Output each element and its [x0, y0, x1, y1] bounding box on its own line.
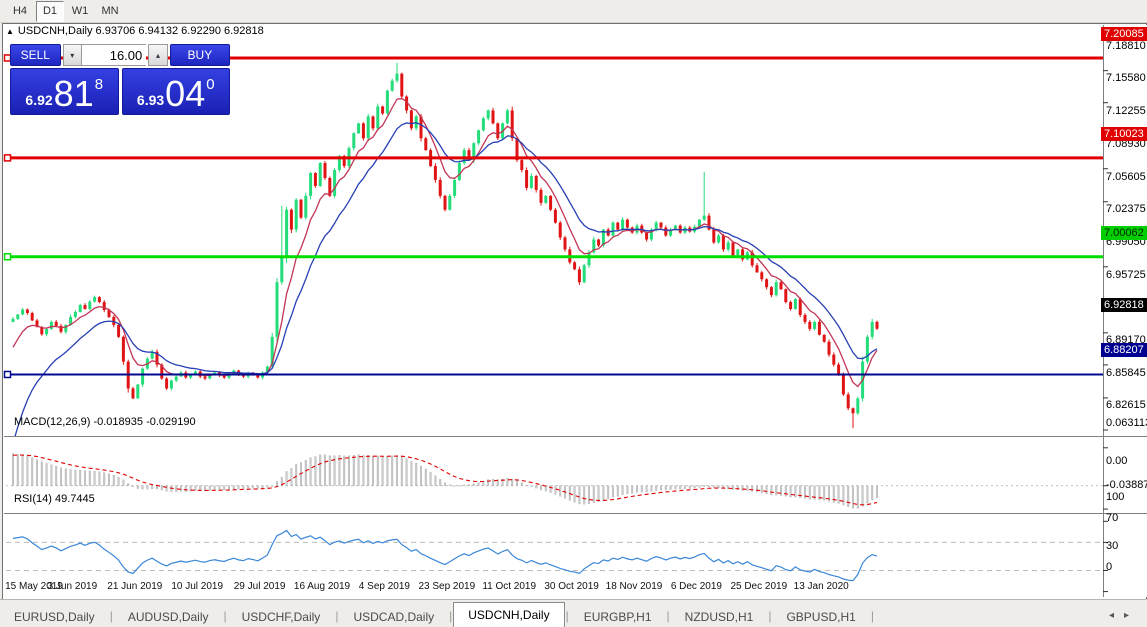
pane-borders	[4, 25, 1147, 597]
buy-price-box[interactable]: 6.93 04 0	[121, 68, 230, 115]
tab-separator: |	[768, 609, 772, 623]
price-tick: 6.85845	[1106, 367, 1146, 380]
price-badge: 7.00062	[1101, 225, 1147, 240]
tab-audusd-daily[interactable]: AUDUSD,Daily	[127, 609, 209, 624]
price-badge: 6.88207	[1101, 343, 1147, 358]
trade-panel-top-row: SELL ▾ 16.00 ▴ BUY	[10, 44, 231, 66]
tab-scroll-left-icon[interactable]: ◂	[1108, 610, 1124, 621]
date-label: 30 Oct 2019	[544, 581, 599, 592]
timeframe-button-h4[interactable]: H4	[12, 5, 28, 17]
tab-eurusd-daily[interactable]: EURUSD,Daily	[14, 609, 95, 624]
down-arrow-icon: ▾	[70, 50, 75, 60]
rsi-tick: 30	[1106, 539, 1119, 552]
chart-tabs-bar: EURUSD,Daily | AUDUSD,Daily | USDCHF,Daily | U…	[0, 599, 1147, 627]
timeframe-toolbar: H4 D1 W1 MN	[0, 0, 1147, 23]
sell-price-big: 81	[53, 73, 94, 114]
price-tick: 7.02375	[1106, 203, 1146, 216]
timeframe-button-w1[interactable]: W1	[71, 5, 89, 17]
chart-window	[2, 23, 1147, 600]
buy-price-sup: 0	[206, 76, 215, 93]
date-label: 3 Jun 2019	[47, 581, 98, 592]
moving-average-slow	[14, 122, 878, 436]
trade-panel-price-row: 6.92 81 8 6.93 04 0	[10, 68, 230, 115]
buy-button[interactable]: BUY	[169, 44, 231, 66]
rsi-tick: 100	[1106, 490, 1125, 503]
rsi-tick: 0	[1106, 561, 1113, 574]
buy-price-prefix: 6.93	[136, 92, 165, 108]
date-label: 11 Oct 2019	[482, 581, 537, 592]
line-handle	[3, 154, 12, 162]
date-label: 25 Dec 2019	[730, 581, 788, 592]
one-click-trade-panel: SELL ▾ 16.00 ▴ BUY 6.92 81 8 6.93 04 0	[10, 44, 231, 115]
volume-increase-button[interactable]: ▴	[148, 44, 168, 66]
timeframe-button-mn[interactable]: MN	[101, 5, 119, 17]
volume-decrease-button[interactable]: ▾	[62, 44, 83, 66]
rsi-tick: 70	[1106, 511, 1119, 524]
date-label: 10 Jul 2019	[171, 581, 224, 592]
price-tick: 6.95725	[1106, 269, 1146, 282]
macd-indicator-label: MACD(12,26,9) -0.018935 -0.029190	[14, 416, 196, 428]
chart-title-text: USDCNH,Daily 6.93706 6.94132 6.92290 6.9…	[17, 25, 264, 37]
tab-separator: |	[335, 609, 339, 623]
tab-separator: |	[109, 609, 113, 623]
line-handle	[3, 370, 12, 379]
tab-eurgbp-h1[interactable]: EURGBP,H1	[583, 609, 652, 624]
timeframe-button-d1[interactable]: D1	[36, 0, 64, 22]
date-label: 23 Sep 2019	[418, 581, 476, 592]
up-arrow-icon: ▴	[156, 50, 161, 60]
date-label: 29 Jul 2019	[233, 581, 286, 592]
tab-separator: |	[223, 609, 227, 623]
volume-input[interactable]: 16.00	[82, 44, 147, 66]
date-label: 21 Jun 2019	[107, 581, 163, 592]
tab-separator: |	[870, 609, 874, 623]
price-tick: 7.18810	[1106, 40, 1146, 53]
tab-usdcnh-daily[interactable]: USDCNH,Daily	[453, 602, 565, 627]
price-badge: 7.10023	[1101, 126, 1147, 141]
macd-signal-line	[12, 454, 878, 506]
tab-separator: |	[449, 609, 453, 623]
macd-tick: -0.038875	[1106, 478, 1147, 491]
sell-price-sup: 8	[94, 76, 104, 93]
candlestick-series	[11, 62, 879, 429]
price-tick: 7.12255	[1106, 105, 1146, 118]
tab-separator: |	[565, 609, 569, 623]
date-label: 15 May 2019	[5, 581, 63, 592]
price-tick: 7.08930	[1106, 138, 1146, 151]
tab-usdcad-daily[interactable]: USDCAD,Daily	[353, 609, 435, 624]
date-label: 6 Dec 2019	[670, 581, 722, 592]
sell-button[interactable]: SELL	[10, 44, 61, 66]
price-tick: 6.89170	[1106, 334, 1146, 347]
price-chart-canvas[interactable]	[3, 24, 1147, 597]
price-badge: 7.20085	[1101, 26, 1147, 41]
date-label: 18 Nov 2019	[605, 581, 663, 592]
symbol-marker-triangle-icon: ▲	[6, 26, 14, 36]
moving-average-fast	[12, 97, 878, 388]
price-tick: 7.05605	[1106, 171, 1146, 184]
tab-separator: |	[666, 609, 670, 623]
price-tick: 6.82615	[1106, 399, 1146, 412]
rsi-line	[12, 529, 878, 582]
line-handle	[3, 253, 12, 261]
price-badge: 6.92818	[1101, 297, 1147, 312]
tab-scroll-arrows[interactable]: ◂▸	[1109, 610, 1147, 621]
tab-usdchf-daily[interactable]: USDCHF,Daily	[241, 609, 321, 624]
macd-tick: 0.063113	[1106, 417, 1147, 430]
tab-nzdusd-h1[interactable]: NZDUSD,H1	[684, 609, 754, 624]
date-label: 16 Aug 2019	[293, 581, 351, 592]
sell-price-prefix: 6.92	[25, 92, 53, 108]
tab-scroll-right-icon[interactable]: ▸	[1123, 610, 1139, 621]
price-tick: 7.15580	[1106, 72, 1146, 85]
sell-price-box[interactable]: 6.92 81 8	[10, 68, 119, 115]
tab-gbpusd-h1[interactable]: GBPUSD,H1	[786, 609, 856, 624]
date-label: 4 Sep 2019	[358, 581, 410, 592]
chart-title: ▲ USDCNH,Daily 6.93706 6.94132 6.92290 6…	[6, 25, 264, 37]
macd-tick: 0.00	[1106, 455, 1128, 468]
date-label: 13 Jan 2020	[793, 581, 849, 592]
buy-price-big: 04	[165, 73, 206, 114]
rsi-indicator-label: RSI(14) 49.7445	[14, 493, 95, 505]
